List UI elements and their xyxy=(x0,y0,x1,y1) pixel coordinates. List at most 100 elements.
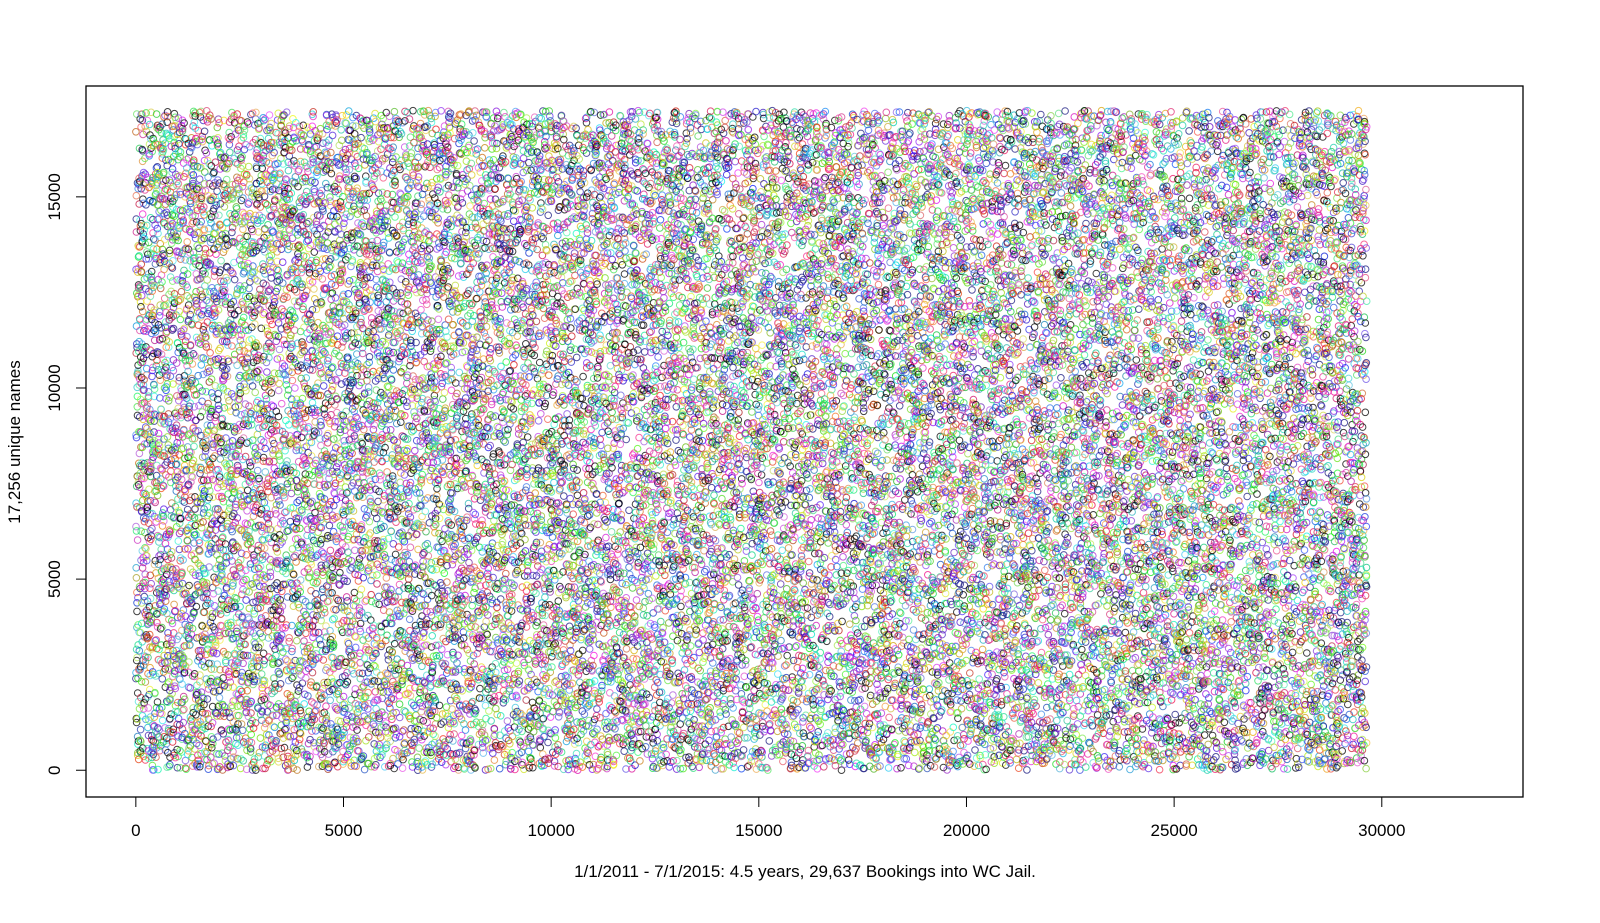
data-point xyxy=(150,410,159,419)
data-point xyxy=(146,527,155,535)
data-point xyxy=(144,704,153,712)
data-point xyxy=(153,618,161,627)
data-point xyxy=(310,248,319,256)
data-point xyxy=(260,724,269,732)
data-point xyxy=(132,564,140,572)
data-point xyxy=(264,634,273,642)
data-point xyxy=(293,636,301,645)
data-point xyxy=(177,287,186,296)
data-point xyxy=(143,556,151,565)
data-point xyxy=(284,748,292,757)
data-point xyxy=(228,342,236,350)
data-point xyxy=(326,546,335,555)
data-point xyxy=(138,307,147,316)
data-point xyxy=(149,235,158,243)
data-point xyxy=(148,366,157,375)
data-point xyxy=(138,210,147,218)
data-point xyxy=(134,621,142,629)
data-point xyxy=(145,630,154,639)
data-point xyxy=(150,713,159,722)
data-point xyxy=(192,602,201,611)
data-point xyxy=(296,327,305,336)
data-point xyxy=(330,614,339,623)
data-point xyxy=(141,240,150,248)
data-point xyxy=(300,700,309,708)
data-point xyxy=(133,607,141,616)
data-point xyxy=(274,386,283,395)
data-point xyxy=(216,344,224,353)
data-point xyxy=(263,368,271,376)
data-point xyxy=(336,568,344,577)
data-point xyxy=(302,667,310,676)
data-point xyxy=(303,531,311,540)
data-point xyxy=(207,162,216,170)
data-point xyxy=(132,718,141,727)
data-point xyxy=(137,184,145,193)
data-point xyxy=(144,250,152,259)
data-point xyxy=(151,328,160,336)
data-point xyxy=(137,428,145,437)
data-point xyxy=(183,238,191,246)
data-point xyxy=(148,524,156,533)
data-point xyxy=(148,761,157,770)
data-point xyxy=(143,634,152,643)
data-point xyxy=(137,474,146,483)
data-point xyxy=(267,119,276,128)
data-point xyxy=(319,382,328,390)
data-point xyxy=(140,221,148,230)
data-point xyxy=(132,527,141,535)
data-point xyxy=(139,230,148,238)
data-point xyxy=(226,148,234,157)
data-point xyxy=(152,164,161,172)
data-point xyxy=(260,656,269,665)
data-point xyxy=(249,436,257,445)
data-point xyxy=(134,281,143,289)
data-point xyxy=(331,294,340,302)
data-point xyxy=(215,693,224,702)
data-point xyxy=(244,162,253,171)
data-point xyxy=(148,456,156,465)
data-point xyxy=(152,636,161,644)
data-point xyxy=(137,291,146,300)
data-point xyxy=(140,375,148,384)
data-point xyxy=(211,158,220,166)
data-point xyxy=(136,283,145,291)
data-point xyxy=(152,187,161,195)
data-point xyxy=(135,483,144,492)
data-point xyxy=(132,349,140,357)
data-point xyxy=(323,239,332,247)
data-point xyxy=(146,663,154,672)
data-point xyxy=(326,696,335,705)
data-point xyxy=(142,109,150,117)
data-point xyxy=(147,108,155,117)
data-point xyxy=(143,221,151,230)
data-point xyxy=(135,647,144,655)
data-point xyxy=(141,544,149,552)
data-point xyxy=(140,386,148,394)
data-point xyxy=(145,287,153,296)
data-point xyxy=(307,586,315,595)
data-point xyxy=(217,256,225,265)
data-point xyxy=(195,401,203,410)
data-point xyxy=(285,637,294,646)
data-point xyxy=(148,311,156,319)
data-point xyxy=(150,428,158,436)
data-point xyxy=(322,179,330,188)
data-point xyxy=(311,295,319,303)
data-point xyxy=(146,214,155,222)
data-point xyxy=(132,128,140,136)
data-point xyxy=(325,521,334,530)
data-point xyxy=(141,154,149,163)
data-point xyxy=(138,564,147,572)
data-point xyxy=(140,474,148,483)
data-point xyxy=(229,683,237,691)
data-point xyxy=(135,252,143,260)
data-point xyxy=(141,657,150,666)
data-point xyxy=(151,498,159,507)
data-point xyxy=(135,449,144,458)
data-point xyxy=(196,469,204,478)
data-point xyxy=(150,336,159,345)
data-point xyxy=(149,349,158,358)
data-point xyxy=(139,661,148,670)
data-point xyxy=(306,130,315,138)
